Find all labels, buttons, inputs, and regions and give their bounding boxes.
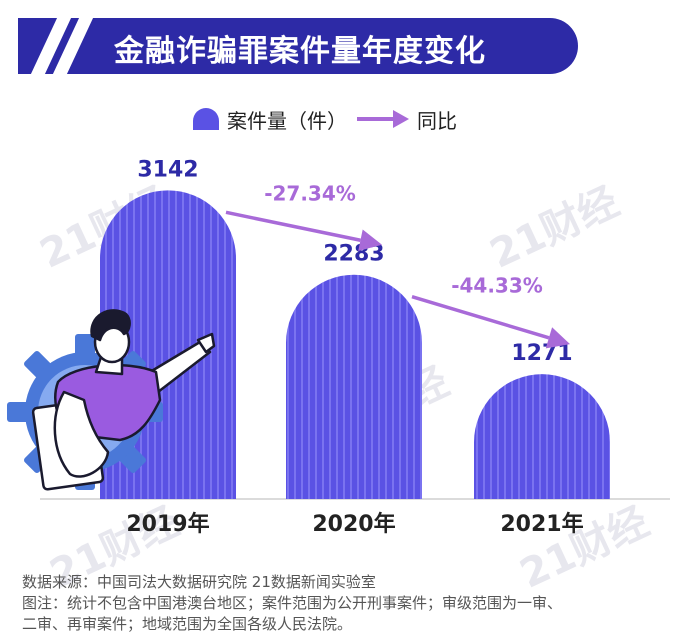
legend-bar-label: 案件量（件） bbox=[227, 108, 347, 133]
x-tick-label: 2020年 bbox=[312, 511, 395, 537]
yoy-label: -44.33% bbox=[451, 273, 543, 297]
legend-bar-swatch bbox=[193, 108, 219, 130]
data-source: 数据来源：中国司法大数据研究院 21数据新闻实验室 bbox=[22, 573, 376, 591]
page-title: 金融诈骗罪案件量年度变化 bbox=[114, 34, 486, 69]
x-tick-label: 2021年 bbox=[500, 511, 583, 537]
legend-arrow-icon bbox=[357, 110, 409, 128]
x-tick-label: 2019年 bbox=[126, 511, 209, 537]
yoy-arrow bbox=[411, 295, 550, 340]
legend: 案件量（件） 同比 bbox=[193, 104, 457, 134]
watermark: 21财经 bbox=[483, 179, 625, 278]
footer: 数据来源：中国司法大数据研究院 21数据新闻实验室 图注：统计不包含中国港澳台地… bbox=[22, 572, 692, 635]
value-label: 3142 bbox=[137, 157, 198, 182]
character-illustration bbox=[7, 309, 216, 491]
yoy-arrow-head bbox=[358, 229, 382, 252]
yoy-arrow-head bbox=[545, 327, 570, 349]
legend-line-label: 同比 bbox=[417, 108, 457, 133]
title-banner: 金融诈骗罪案件量年度变化 bbox=[18, 18, 578, 74]
figure-note-line-2: 二审、再审案件；地域范围为全国各级人民法院。 bbox=[22, 615, 353, 633]
bar-2021年 bbox=[474, 374, 610, 499]
yoy-label: -27.34% bbox=[264, 182, 356, 206]
figure-note-line-1: 图注：统计不包含中国港澳台地区；案件范围为公开刑事案件；审级范围为一审、 bbox=[22, 594, 563, 612]
bar-2020年 bbox=[286, 274, 422, 499]
yoy-arrow bbox=[225, 210, 361, 242]
